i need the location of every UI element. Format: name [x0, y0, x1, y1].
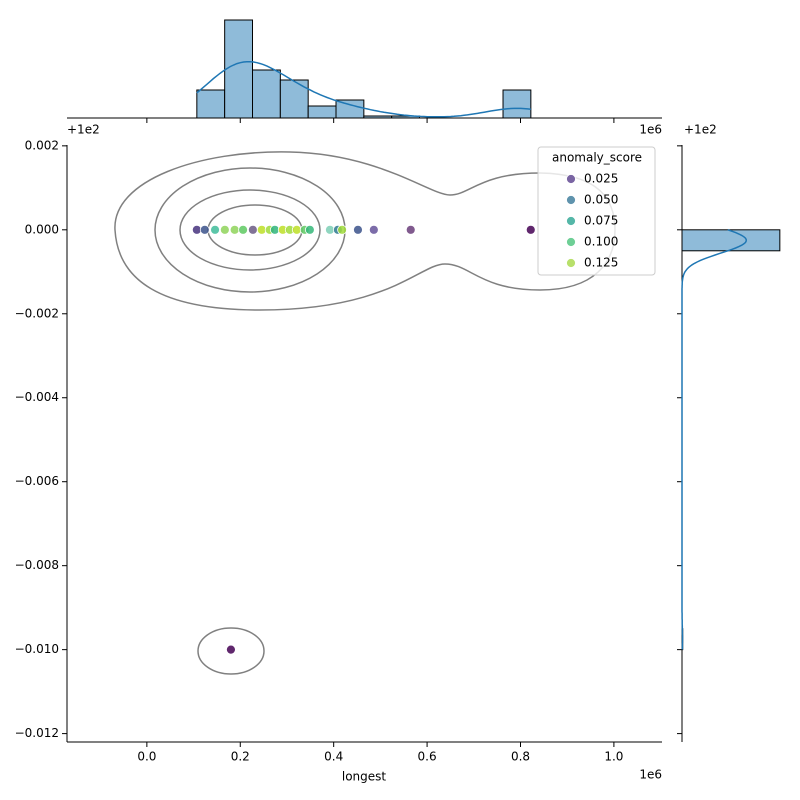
scatter-point: [226, 644, 236, 655]
histogram-bar: [224, 19, 254, 119]
y-offset-text: +1e2: [67, 123, 100, 137]
scatter-point: [405, 224, 416, 235]
y-tick-label: −0.002: [15, 306, 59, 320]
scatter-point: [368, 224, 379, 235]
y-tick-label: −0.004: [15, 390, 59, 404]
x-tick-label: 0.6: [418, 750, 437, 764]
y-tick-label: 0.000: [25, 222, 59, 236]
x-offset-text: 1e6: [639, 768, 662, 782]
legend-marker: [566, 174, 576, 184]
legend-marker: [566, 237, 576, 247]
scatter-point: [353, 224, 363, 235]
histogram-bar: [307, 105, 337, 119]
legend-label: 0.100: [584, 235, 618, 249]
scatter-point: [210, 224, 220, 235]
scatter-point: [219, 224, 230, 235]
histogram-bar: [279, 79, 309, 119]
y-tick-label: −0.010: [15, 642, 59, 656]
scatter-point: [337, 224, 347, 235]
top-offset-text: 1e6: [639, 123, 662, 137]
kde-curve: [681, 229, 747, 650]
histogram-bar: [502, 89, 532, 119]
scatter-point: [238, 224, 248, 235]
legend-marker: [566, 195, 576, 205]
x-axis-label: longest: [342, 770, 387, 784]
y-tick-label: −0.008: [15, 558, 59, 572]
histogram-bar: [363, 115, 393, 119]
histogram-bar: [681, 229, 781, 252]
legend-marker: [566, 216, 576, 226]
legend: anomaly_score 0.025 0.050 0.075 0.100 0.125: [537, 146, 656, 276]
x-tick-label: 0.4: [324, 750, 343, 764]
kde-contour: [179, 189, 321, 271]
x-tick-label: 0.0: [137, 750, 156, 764]
scatter-point: [304, 224, 315, 235]
legend-marker: [566, 258, 576, 268]
legend-label: 0.050: [584, 193, 618, 207]
scatter-point: [229, 224, 240, 235]
legend-label: 0.125: [584, 256, 618, 270]
x-tick-label: 0.8: [511, 750, 530, 764]
histogram-bar: [335, 99, 365, 119]
x-tick-label: 0.2: [231, 750, 250, 764]
legend-title: anomaly_score: [552, 151, 642, 165]
scatter-point: [525, 224, 536, 235]
y-tick-label: 0.002: [25, 138, 59, 152]
kde-contour: [197, 627, 265, 675]
y-tick-label: −0.012: [15, 726, 59, 740]
y-tick-label: −0.006: [15, 474, 59, 488]
right-offset-text: +1e2: [684, 123, 717, 137]
scatter-point: [199, 224, 210, 235]
scatter-point: [247, 224, 258, 235]
legend-label: 0.025: [584, 172, 618, 186]
legend-label: 0.075: [584, 214, 618, 228]
x-tick-label: 1.0: [604, 750, 623, 764]
kde-curve: [196, 60, 531, 118]
histogram-bar: [252, 69, 281, 119]
histogram-bar: [196, 89, 226, 119]
